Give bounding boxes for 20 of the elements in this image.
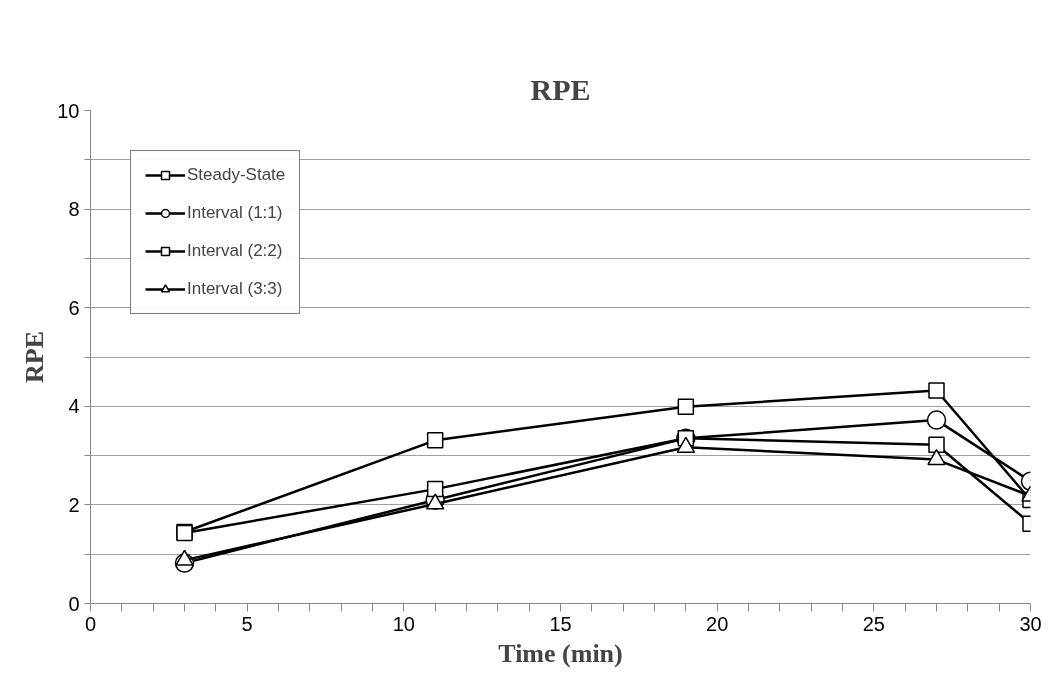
legend-label: Steady-State — [187, 165, 286, 185]
legend-label: Interval (2:2) — [187, 241, 283, 261]
legend-label: Interval (1:1) — [187, 203, 283, 223]
x-axis-title: Time (min) — [498, 638, 623, 668]
x-tick-label: 15 — [549, 612, 572, 635]
x-tick-label: 5 — [241, 612, 253, 635]
x-tick-label: 20 — [706, 612, 729, 635]
y-tick-label: 8 — [68, 198, 80, 221]
y-tick-label: 4 — [68, 395, 80, 418]
chart-title: RPE — [530, 72, 591, 106]
y-tick-label: 6 — [68, 296, 80, 319]
x-tick-label: 30 — [1019, 612, 1042, 635]
x-tick-label: 25 — [862, 612, 885, 635]
y-tick-label: 0 — [68, 592, 80, 615]
x-tick-label: 10 — [392, 612, 415, 635]
y-axis-title: RPE — [20, 331, 50, 383]
x-tick-label: 0 — [84, 612, 97, 635]
legend-label: Interval (3:3) — [187, 279, 283, 299]
y-tick-label: 2 — [68, 493, 80, 516]
y-tick-label: 10 — [57, 99, 80, 122]
